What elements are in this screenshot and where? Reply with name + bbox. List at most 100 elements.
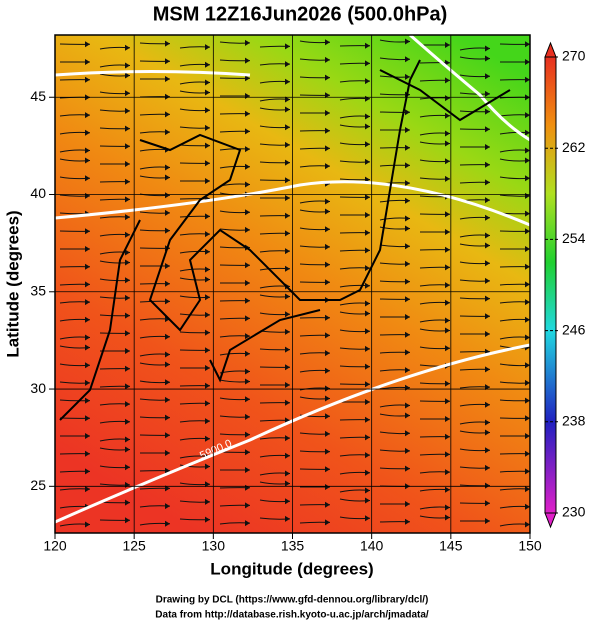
streamline-arrow xyxy=(485,464,490,471)
streamline-arrow xyxy=(365,416,370,423)
streamline-arrow xyxy=(445,211,450,218)
streamline-arrow xyxy=(405,447,410,454)
streamline-arrow xyxy=(165,351,170,358)
streamline-arrow xyxy=(525,129,530,136)
streamline-arrow xyxy=(285,382,290,388)
streamline-arrow xyxy=(245,467,250,473)
streamline-arrow xyxy=(285,106,290,113)
streamline-arrow xyxy=(165,174,170,181)
streamline-arrow xyxy=(125,312,130,319)
streamline-arrow xyxy=(365,78,370,85)
x-tick-label: 130 xyxy=(202,538,226,554)
streamline-arrow xyxy=(85,299,90,306)
streamline-arrow xyxy=(285,364,290,371)
streamline-arrow xyxy=(205,213,210,220)
streamline-arrow xyxy=(405,501,410,507)
streamline-arrow xyxy=(245,39,250,46)
streamline-arrow xyxy=(125,44,130,51)
streamline-arrow xyxy=(285,141,290,148)
streamline-arrow xyxy=(205,347,210,354)
streamline-arrow xyxy=(205,463,210,470)
streamline-arrow xyxy=(165,40,170,47)
streamline-arrow xyxy=(445,130,450,137)
chart-title: MSM 12Z16Jun2026 (500.0hPa) xyxy=(153,3,448,25)
streamline-arrow xyxy=(485,482,490,489)
streamline-arrow xyxy=(125,383,130,390)
y-tick-label: 30 xyxy=(30,380,46,396)
streamline-arrow xyxy=(85,263,90,270)
y-tick-label: 45 xyxy=(30,88,46,104)
streamline-arrow xyxy=(165,467,170,474)
streamline-arrow xyxy=(365,363,370,370)
streamline-arrow xyxy=(325,448,330,455)
streamline-arrow xyxy=(125,401,130,408)
streamline-arrow xyxy=(125,161,130,167)
streamline-arrow xyxy=(205,79,210,86)
streamline-arrow xyxy=(485,45,490,52)
streamline-arrow xyxy=(205,329,210,336)
streamline-arrow xyxy=(325,350,330,357)
x-axis-label: Longitude (degrees) xyxy=(210,559,373,578)
streamline-arrow xyxy=(405,162,410,169)
streamline-arrow xyxy=(365,381,370,388)
streamline-arrow xyxy=(525,147,530,154)
streamline-arrow xyxy=(125,418,130,425)
streamline-arrow xyxy=(365,300,370,307)
streamline-arrow xyxy=(405,518,410,525)
streamline-arrow xyxy=(365,399,370,405)
streamline-arrow xyxy=(325,92,330,99)
streamline-arrow xyxy=(445,451,450,458)
streamline-arrow xyxy=(485,429,490,436)
streamline-arrow xyxy=(245,57,250,64)
streamline-arrow xyxy=(165,333,170,340)
streamline-arrow xyxy=(165,396,170,403)
streamline-arrow xyxy=(485,401,490,408)
streamline-arrow xyxy=(245,520,250,527)
streamline-arrow xyxy=(405,215,410,222)
streamline-arrow xyxy=(245,280,250,286)
streamline-arrow xyxy=(365,310,370,317)
colorbar-tick-label: 246 xyxy=(562,321,586,337)
streamline-arrow xyxy=(85,362,90,369)
streamline-arrow xyxy=(205,178,210,184)
streamline-arrow xyxy=(525,246,530,252)
streamline-arrow xyxy=(165,192,170,199)
streamline-arrow xyxy=(325,413,330,420)
streamline-arrow xyxy=(525,59,530,65)
streamline-arrow xyxy=(125,330,130,337)
streamline-arrow xyxy=(365,113,370,120)
streamline-arrow xyxy=(125,446,130,453)
streamline-arrow xyxy=(165,361,170,368)
streamline-arrow xyxy=(325,501,330,508)
streamline-arrow xyxy=(125,499,130,506)
streamline-arrow xyxy=(125,125,130,132)
streamline-arrow xyxy=(325,332,330,339)
colorbar-tick-label: 230 xyxy=(562,504,586,520)
streamline-arrow xyxy=(405,56,410,63)
streamline-arrow xyxy=(365,515,370,522)
streamline-arrow xyxy=(525,41,530,48)
streamline-arrow xyxy=(245,163,250,170)
streamline-arrow xyxy=(325,39,330,46)
streamline-arrow xyxy=(525,486,530,493)
y-axis-label: Latitude (degrees) xyxy=(3,210,22,357)
streamline-arrow xyxy=(85,129,90,136)
streamline-arrow xyxy=(525,468,530,475)
coastline xyxy=(59,59,511,421)
streamline-arrow xyxy=(485,419,490,426)
streamline-arrow xyxy=(245,431,250,438)
streamline-arrow xyxy=(485,232,490,239)
streamline-arrow xyxy=(485,242,490,249)
streamline-arrow xyxy=(365,434,370,441)
streamline-arrow xyxy=(405,144,410,151)
streamline-arrow xyxy=(445,158,450,165)
streamline-arrow xyxy=(165,263,170,269)
streamline-arrow xyxy=(525,263,530,270)
streamline-arrow xyxy=(205,89,210,96)
streamline-arrow xyxy=(445,514,450,521)
streamline-arrow xyxy=(205,498,210,505)
colorbar-max-arrow xyxy=(544,41,557,58)
streamline-arrow xyxy=(525,415,530,422)
streamline-arrow xyxy=(525,210,530,217)
streamline-arrow xyxy=(285,311,290,318)
